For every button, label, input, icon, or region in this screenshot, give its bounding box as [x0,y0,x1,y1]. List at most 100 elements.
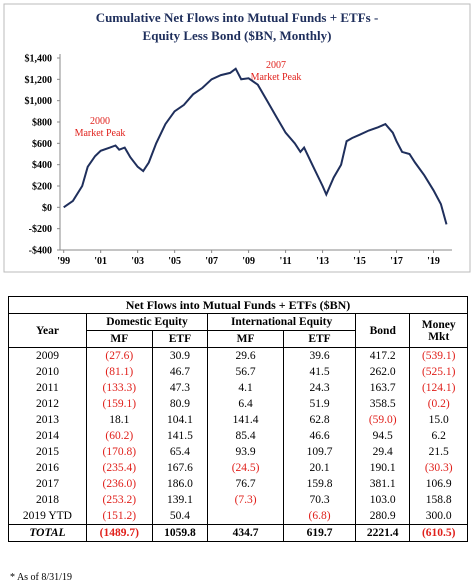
cell: (170.8) [85,444,153,460]
subheader: ETF [151,330,209,348]
cell: (159.1) [85,396,153,412]
cell: 62.8 [283,412,357,428]
cell: (539.1) [409,347,468,364]
total-cell: 1059.8 [151,524,209,542]
total-cell: 434.7 [207,524,285,542]
cell: 94.5 [355,428,411,444]
annotation: Market Peak [75,128,126,139]
cell: (525.1) [409,364,468,380]
subheader: MF [207,330,285,348]
total-label: TOTAL [8,524,87,542]
cell: 159.8 [283,476,357,492]
y-tick-label: $0 [42,203,52,214]
cell: 163.7 [355,380,411,396]
table-row: 2018 (253.2) 139.1 (7.3) 70.3 103.0 158.8 [8,492,468,508]
cell: 80.9 [151,396,209,412]
x-tick-label: '03 [131,256,144,267]
cell: 190.1 [355,460,411,476]
group-header: Domestic Equity [85,313,209,331]
table-row: 2013 18.1 104.1 141.4 62.8 (59.0) 15.0 [8,412,468,428]
year-cell: 2018 [8,492,87,508]
header: Bond [355,313,411,348]
total-row: TOTAL (1489.7) 1059.8 434.7 619.7 2221.4 (610.… [8,524,468,542]
group-header: International Equity [207,313,357,331]
cell: 50.4 [151,508,209,525]
cell: (59.0) [355,412,411,428]
cell: (81.1) [85,364,153,380]
cell: 262.0 [355,364,411,380]
cell: 141.5 [151,428,209,444]
chart-frame [3,3,471,273]
cell: 4.1 [207,380,285,396]
year-cell: 2009 [8,347,87,364]
cell [207,508,285,525]
cell: 47.3 [151,380,209,396]
x-tick-label: '17 [390,256,403,267]
table-title-row: Net Flows into Mutual Funds + ETFs ($BN) [8,296,468,314]
cell: 6.2 [409,428,468,444]
cell: 39.6 [283,347,357,364]
cell: 65.4 [151,444,209,460]
cell: 358.5 [355,396,411,412]
cell: 29.6 [207,347,285,364]
cell: 186.0 [151,476,209,492]
cell: 109.7 [283,444,357,460]
table-row: 2009 (27.6) 30.9 29.6 39.6 417.2 (539.1) [8,347,468,364]
cell: 139.1 [151,492,209,508]
total-cell: (610.5) [409,524,468,542]
cell: (253.2) [85,492,153,508]
cell: 70.3 [283,492,357,508]
cell: 280.9 [355,508,411,525]
x-tick-label: '99 [57,256,70,267]
cell: 104.1 [151,412,209,428]
cell: (124.1) [409,380,468,396]
cell: 46.6 [283,428,357,444]
y-tick-label: -$400 [29,246,52,257]
year-cell: 2014 [8,428,87,444]
table-row: 2019 YTD (151.2) 50.4 (6.8) 280.9 300.0 [8,508,468,525]
annotation: 2007 [266,60,286,71]
cell: (27.6) [85,347,153,364]
annotation: 2000 [90,116,110,127]
cell: 167.6 [151,460,209,476]
y-tick-label: $600 [32,139,52,150]
cell: 6.4 [207,396,285,412]
cell: 56.7 [207,364,285,380]
y-tick-label: $1,000 [25,96,53,107]
subheader: MF [85,330,153,348]
chart-title: Cumulative Net Flows into Mutual Funds +… [96,10,379,25]
line [63,67,448,225]
x-tick-label: '01 [94,256,107,267]
header-row: Year Domestic Equity International Equity B… [8,313,468,348]
cell: 20.1 [283,460,357,476]
cell: 103.0 [355,492,411,508]
table-row: 2015 (170.8) 65.4 93.9 109.7 29.4 21.5 [8,444,468,460]
x-tick-label: '11 [279,256,291,267]
year-cell: 2010 [8,364,87,380]
footnote: * As of 8/31/19 [10,572,72,583]
x-tick-label: '05 [168,256,181,267]
x-tick-label: '07 [205,256,218,267]
table-row: 2014 (60.2) 141.5 85.4 46.6 94.5 6.2 [8,428,468,444]
year-cell: 2013 [8,412,87,428]
cell: 381.1 [355,476,411,492]
total-cell: 619.7 [283,524,357,542]
year-cell: 2012 [8,396,87,412]
cell: (151.2) [85,508,153,525]
cell: 24.3 [283,380,357,396]
cell: 46.7 [151,364,209,380]
table-row: 2016 (235.4) 167.6 (24.5) 20.1 190.1 (30.3) [8,460,468,476]
x-tick-label: '15 [353,256,366,267]
cell: (7.3) [207,492,285,508]
table: Net Flows into Mutual Funds + ETFs ($BN)… [8,296,468,542]
table-row: 2012 (159.1) 80.9 6.4 51.9 358.5 (0.2) [8,396,468,412]
x-tick-label: '19 [427,256,440,267]
cell: 21.5 [409,444,468,460]
cell: 417.2 [355,347,411,364]
subheader-row: MF ETF MF ETF [9,330,468,348]
total-cell: (1489.7) [85,524,153,542]
annotation: Market Peak [251,72,302,83]
year-cell: 2017 [8,476,87,492]
y-tick-label: $200 [32,182,52,193]
